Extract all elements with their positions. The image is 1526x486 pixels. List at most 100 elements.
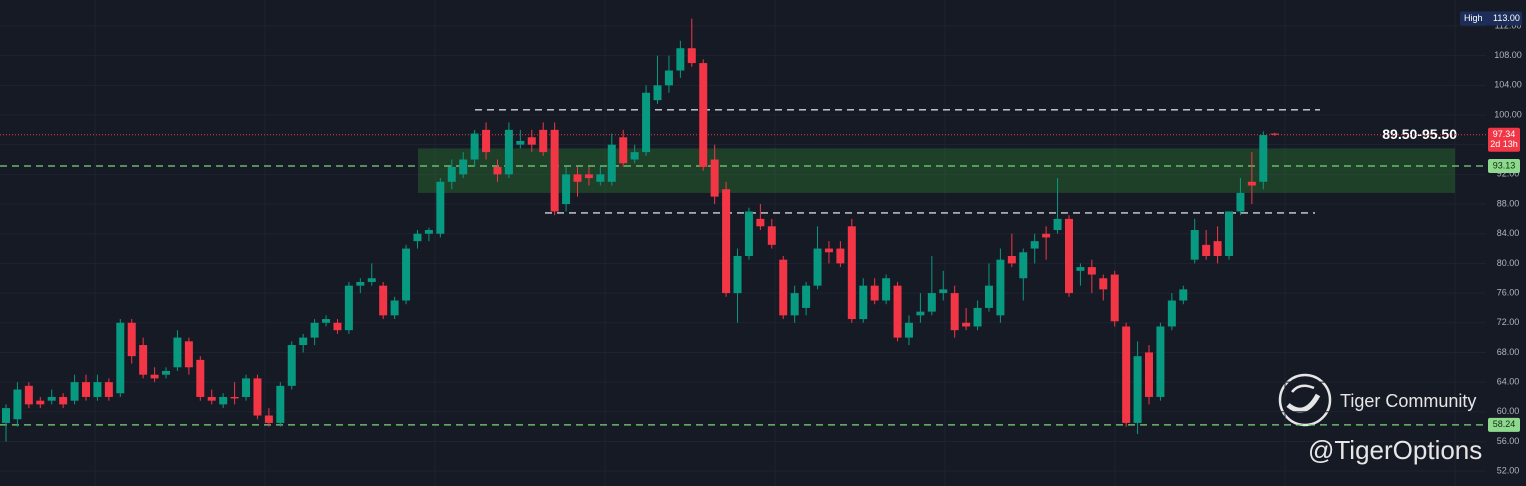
candle-body xyxy=(653,85,662,101)
candle-body xyxy=(1145,352,1153,397)
key-level-tag xyxy=(1488,158,1520,173)
candle-body xyxy=(482,129,491,153)
watermark-title: Tiger Community xyxy=(1340,391,1476,411)
candle-body xyxy=(424,230,433,234)
key-level-label: 93.13 xyxy=(1493,160,1516,170)
candle-body xyxy=(470,133,479,160)
candle-body xyxy=(562,174,571,205)
candle-body xyxy=(82,382,91,397)
candle-body xyxy=(607,144,616,182)
candle-body xyxy=(276,385,285,423)
zone xyxy=(418,148,1455,193)
candle-body xyxy=(779,259,788,316)
candle-body xyxy=(242,378,251,397)
candle-body xyxy=(459,159,468,175)
candle-body xyxy=(1053,218,1062,231)
candle-body xyxy=(596,174,605,182)
candle-body xyxy=(390,300,399,316)
candle-body xyxy=(333,322,342,331)
y-tick-label: 76.00 xyxy=(1497,287,1520,297)
candle-body xyxy=(824,248,833,253)
candle-body xyxy=(1087,267,1096,275)
candle-body xyxy=(767,226,776,245)
candle-body xyxy=(870,285,879,301)
candle-body xyxy=(13,389,22,420)
candle-body xyxy=(962,322,971,327)
y-tick-label: 88.00 xyxy=(1497,198,1520,208)
candle-body xyxy=(619,137,628,164)
y-tick-label: 108.00 xyxy=(1494,50,1522,60)
candle-body xyxy=(367,278,376,282)
candle-body xyxy=(984,285,993,308)
candle-body xyxy=(1156,326,1165,397)
y-tick-label: 56.00 xyxy=(1497,436,1520,446)
candle-body xyxy=(230,396,239,399)
candle-body xyxy=(664,70,673,86)
candle-body xyxy=(1247,181,1256,186)
candle-body xyxy=(1019,252,1028,279)
candle-body xyxy=(539,129,548,153)
candle-body xyxy=(847,226,856,320)
candle-body xyxy=(893,285,902,338)
candle-body xyxy=(859,285,868,320)
candle-body xyxy=(402,248,411,301)
candle-body xyxy=(447,166,456,182)
candle-body xyxy=(573,174,582,182)
candle-body xyxy=(1236,192,1245,212)
candle-body xyxy=(299,337,308,346)
candle-body xyxy=(916,311,925,316)
candle-body xyxy=(1190,230,1199,260)
candle-body xyxy=(207,396,216,401)
y-tick-label: 100.00 xyxy=(1494,109,1522,119)
candle-body xyxy=(93,382,102,397)
candle-body xyxy=(379,285,388,316)
candle-body xyxy=(1259,135,1268,182)
candle-body xyxy=(436,181,445,234)
candle-body xyxy=(550,129,559,212)
candle-body xyxy=(104,382,113,397)
candle-body xyxy=(493,166,502,175)
key-level-tag xyxy=(1488,417,1520,432)
candle-body xyxy=(1030,241,1039,249)
candle-body xyxy=(1007,255,1016,264)
candle-body xyxy=(1076,267,1085,271)
candle-body xyxy=(973,307,982,327)
candle-body xyxy=(1213,241,1222,256)
countdown-label: 2d 13h xyxy=(1490,139,1518,149)
candle-body xyxy=(710,159,719,197)
candle-body xyxy=(527,137,536,145)
candle-body xyxy=(927,293,936,312)
candle-body xyxy=(1270,133,1279,135)
watermark-handle: @TigerOptions xyxy=(1308,435,1482,465)
candle-body xyxy=(630,152,639,160)
candle-body xyxy=(173,337,182,368)
candle-body xyxy=(790,293,799,316)
candle-body xyxy=(413,233,422,242)
candle-body xyxy=(722,189,731,294)
candle-body xyxy=(356,281,365,286)
y-tick-label: 92.00 xyxy=(1497,169,1520,179)
candle-body xyxy=(322,319,331,323)
candle-body xyxy=(2,408,10,423)
candle-body xyxy=(36,400,45,405)
candle-body xyxy=(47,396,56,401)
candle-body xyxy=(1110,274,1119,322)
candle-body xyxy=(184,341,193,368)
candle-body xyxy=(116,322,125,394)
candle-body xyxy=(904,322,913,338)
candle-body xyxy=(950,293,959,331)
candle-body xyxy=(687,48,696,64)
candle-body xyxy=(756,218,765,227)
candle-body xyxy=(836,248,845,264)
candle-body xyxy=(1064,218,1073,294)
candle-body xyxy=(344,285,353,331)
candle-body xyxy=(70,382,79,401)
y-tick-label: 60.00 xyxy=(1497,406,1520,416)
y-tick-label: 80.00 xyxy=(1497,258,1520,268)
y-tick-label: 64.00 xyxy=(1497,376,1520,386)
candle-body xyxy=(504,129,513,175)
candle-body xyxy=(676,48,685,71)
candle-body xyxy=(733,255,742,294)
